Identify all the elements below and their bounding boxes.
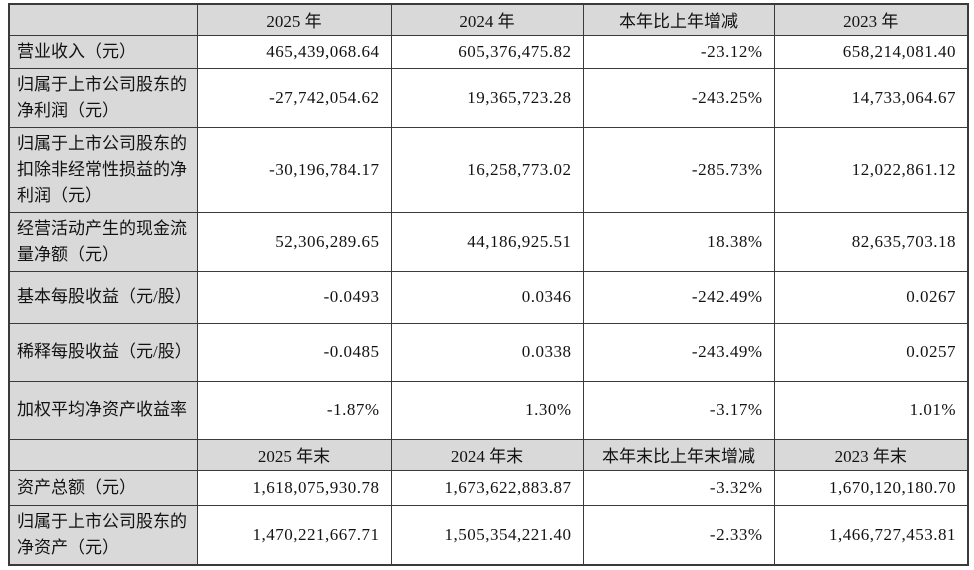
- value-yoy-change: -243.25%: [582, 67, 775, 128]
- value-yoy-change: -242.49%: [582, 270, 775, 324]
- value-2025-end: 1,618,075,930.78: [196, 469, 392, 506]
- row-label: 资产总额（元）: [8, 469, 198, 506]
- value-2023-end: 1,466,727,453.81: [773, 504, 969, 565]
- row-label: 营业收入（元）: [8, 34, 198, 69]
- row-net-profit-excl-nonrecurring: 归属于上市公司股东的扣除非经常性损益的净利润（元） -30,196,784.17…: [8, 126, 969, 213]
- value-2023-end: 1,670,120,180.70: [773, 469, 969, 506]
- value-2025: 465,439,068.64: [196, 34, 392, 69]
- value-yoy-change: -3.17%: [582, 380, 775, 440]
- value-2023: 658,214,081.40: [773, 34, 969, 69]
- value-2025: 52,306,289.65: [196, 211, 392, 272]
- column-header-2024: 2024 年: [390, 3, 584, 36]
- row-label: 经营活动产生的现金流量净额（元）: [8, 211, 198, 272]
- corner-cell: [8, 3, 198, 36]
- value-2024-end: 1,505,354,221.40: [390, 504, 584, 565]
- row-label: 归属于上市公司股东的扣除非经常性损益的净利润（元）: [8, 126, 198, 213]
- value-2023: 82,635,703.18: [773, 211, 969, 272]
- value-period-end-change: -2.33%: [582, 504, 775, 565]
- value-2025: -27,742,054.62: [196, 67, 392, 128]
- row-label: 稀释每股收益（元/股）: [8, 322, 198, 382]
- value-yoy-change: -23.12%: [582, 34, 775, 69]
- row-net-profit-attributable: 归属于上市公司股东的净利润（元） -27,742,054.62 19,365,7…: [8, 67, 969, 128]
- column-header-2023-end: 2023 年末: [773, 438, 969, 471]
- value-yoy-change: 18.38%: [582, 211, 775, 272]
- value-2024-end: 1,673,622,883.87: [390, 469, 584, 506]
- value-period-end-change: -3.32%: [582, 469, 775, 506]
- column-header-yoy-change: 本年比上年增减: [582, 3, 775, 36]
- value-2025: -0.0485: [196, 322, 392, 382]
- value-2025: -0.0493: [196, 270, 392, 324]
- value-2024: 19,365,723.28: [390, 67, 584, 128]
- value-yoy-change: -285.73%: [582, 126, 775, 213]
- row-operating-cash-flow: 经营活动产生的现金流量净额（元） 52,306,289.65 44,186,92…: [8, 211, 969, 272]
- value-2025: -30,196,784.17: [196, 126, 392, 213]
- row-diluted-eps: 稀释每股收益（元/股） -0.0485 0.0338 -243.49% 0.02…: [8, 322, 969, 382]
- column-header-2025-end: 2025 年末: [196, 438, 392, 471]
- value-2024: 16,258,773.02: [390, 126, 584, 213]
- corner-cell: [8, 438, 198, 471]
- row-label: 归属于上市公司股东的净利润（元）: [8, 67, 198, 128]
- value-2023: 1.01%: [773, 380, 969, 440]
- row-basic-eps: 基本每股收益（元/股） -0.0493 0.0346 -242.49% 0.02…: [8, 270, 969, 324]
- value-2023: 14,733,064.67: [773, 67, 969, 128]
- value-2025: -1.87%: [196, 380, 392, 440]
- value-2023: 0.0257: [773, 322, 969, 382]
- row-weighted-avg-roe: 加权平均净资产收益率 -1.87% 1.30% -3.17% 1.01%: [8, 380, 969, 440]
- header-row-annual: 2025 年 2024 年 本年比上年增减 2023 年: [8, 3, 969, 36]
- header-row-period-end: 2025 年末 2024 年末 本年末比上年末增减 2023 年末: [8, 438, 969, 471]
- row-operating-revenue: 营业收入（元） 465,439,068.64 605,376,475.82 -2…: [8, 34, 969, 69]
- value-2023: 0.0267: [773, 270, 969, 324]
- row-label: 归属于上市公司股东的净资产（元）: [8, 504, 198, 565]
- column-header-period-end-change: 本年末比上年末增减: [582, 438, 775, 471]
- value-2024: 1.30%: [390, 380, 584, 440]
- row-total-assets: 资产总额（元） 1,618,075,930.78 1,673,622,883.8…: [8, 469, 969, 506]
- column-header-2023: 2023 年: [773, 3, 969, 36]
- value-2023: 12,022,861.12: [773, 126, 969, 213]
- value-2024: 44,186,925.51: [390, 211, 584, 272]
- row-label: 加权平均净资产收益率: [8, 380, 198, 440]
- value-2025-end: 1,470,221,667.71: [196, 504, 392, 565]
- key-financial-data-table: 2025 年 2024 年 本年比上年增减 2023 年 营业收入（元） 465…: [8, 3, 969, 566]
- column-header-2024-end: 2024 年末: [390, 438, 584, 471]
- value-2024: 0.0346: [390, 270, 584, 324]
- value-2024: 605,376,475.82: [390, 34, 584, 69]
- row-label: 基本每股收益（元/股）: [8, 270, 198, 324]
- column-header-2025: 2025 年: [196, 3, 392, 36]
- value-2024: 0.0338: [390, 322, 584, 382]
- row-net-assets-attributable: 归属于上市公司股东的净资产（元） 1,470,221,667.71 1,505,…: [8, 504, 969, 565]
- value-yoy-change: -243.49%: [582, 322, 775, 382]
